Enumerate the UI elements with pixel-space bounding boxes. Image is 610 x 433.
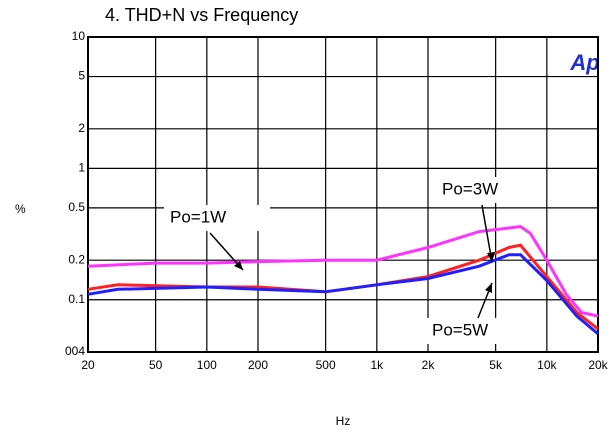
x-tick-label: 5k	[489, 358, 503, 372]
annotations: Po=1W Po=3W Po=5W	[164, 177, 542, 344]
series-line	[87, 225, 599, 318]
arrow-head	[485, 283, 492, 293]
annotation-box	[426, 318, 532, 344]
annotation: Po=5W	[432, 320, 488, 339]
x-tick-label: 500	[316, 358, 336, 372]
y-tick-label: 2	[78, 121, 85, 135]
series-line	[87, 253, 599, 335]
x-tick-label: 1k	[370, 358, 384, 372]
annotation: Po=1W	[170, 207, 226, 226]
y-axis-label: %	[15, 202, 26, 216]
x-tick-label: 10k	[537, 358, 557, 372]
plot-frame	[87, 36, 599, 353]
annotation-box	[436, 177, 542, 203]
y-tick-label: 1	[78, 161, 85, 175]
arrow-head	[487, 252, 495, 262]
y-tick-label: 0.1	[68, 292, 85, 306]
y-tick-label: 0.2	[68, 252, 85, 266]
y-tick-label: 004	[65, 344, 85, 358]
logo: Ap	[569, 50, 599, 75]
y-tick-label: 0.5	[68, 200, 85, 214]
x-tick-label: 2k	[422, 358, 436, 372]
y-tick-label: 10	[72, 29, 86, 43]
x-tick-label: 20	[81, 358, 95, 372]
arrow-head	[234, 261, 243, 270]
chart-title: 4. THD+N vs Frequency	[105, 5, 298, 25]
arrow	[481, 204, 493, 263]
y-tick-label: 5	[78, 69, 85, 83]
x-axis-label: Hz	[336, 414, 351, 428]
annotation: Po=3W	[442, 179, 498, 198]
x-tick-label: 200	[248, 358, 268, 372]
x-tick-label: 100	[197, 358, 217, 372]
x-tick-label: 20k	[588, 358, 608, 372]
annotation-box	[164, 205, 270, 231]
x-tick-label: 50	[149, 358, 163, 372]
